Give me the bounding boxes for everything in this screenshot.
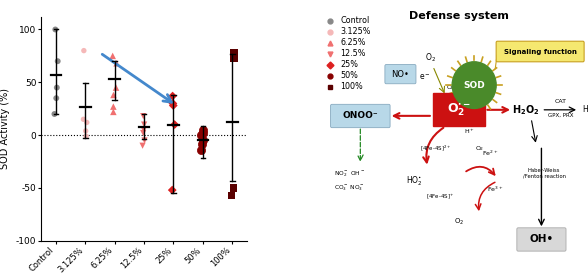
Point xyxy=(196,133,206,137)
Point xyxy=(196,148,206,152)
Legend: Control, 3.125%, 6.25%, 12.5%, 25%, 50%, 100%: Control, 3.125%, 6.25%, 12.5%, 25%, 50%,… xyxy=(322,16,370,92)
FancyBboxPatch shape xyxy=(496,41,584,62)
Point xyxy=(139,128,149,132)
Text: CAT: CAT xyxy=(554,99,566,104)
Point xyxy=(199,138,208,143)
Point xyxy=(140,138,149,143)
Text: H$_2$O: H$_2$O xyxy=(582,104,588,116)
Point xyxy=(52,96,61,101)
Text: Fe$^{2+}$: Fe$^{2+}$ xyxy=(482,149,498,158)
Text: [4Fe-4S]$^{2+}$: [4Fe-4S]$^{2+}$ xyxy=(420,143,451,153)
Text: GPX, PRX: GPX, PRX xyxy=(547,113,573,118)
Point xyxy=(79,117,88,122)
Point xyxy=(168,188,177,192)
Point xyxy=(111,85,121,90)
Point xyxy=(109,110,118,114)
Point xyxy=(199,131,208,135)
Point xyxy=(229,186,238,190)
Text: [4Fe-4S]$^{+}$: [4Fe-4S]$^{+}$ xyxy=(426,193,455,202)
Text: CO$_3^-$ NO$_3^-$: CO$_3^-$ NO$_3^-$ xyxy=(335,183,365,193)
Point xyxy=(112,61,121,66)
Point xyxy=(81,134,91,138)
Text: HO$_2^{\bullet}$: HO$_2^{\bullet}$ xyxy=(406,174,423,188)
FancyBboxPatch shape xyxy=(330,104,390,128)
Point xyxy=(168,101,178,106)
Text: Haber-Weiss
/Fenton reaction: Haber-Weiss /Fenton reaction xyxy=(523,167,566,178)
Text: NO•: NO• xyxy=(392,70,409,79)
Point xyxy=(229,50,239,55)
Text: SOD: SOD xyxy=(463,81,485,90)
Point xyxy=(79,48,89,53)
Point xyxy=(227,193,236,198)
Point xyxy=(229,56,239,60)
Text: ONOO⁻: ONOO⁻ xyxy=(343,111,378,120)
Point xyxy=(52,85,62,90)
Point xyxy=(138,143,147,148)
Text: O$_2$: O$_2$ xyxy=(446,83,456,92)
Bar xyxy=(433,93,485,126)
Point xyxy=(139,114,148,118)
Text: O$_2$: O$_2$ xyxy=(425,52,436,64)
Point xyxy=(198,128,208,132)
Point xyxy=(51,27,60,32)
Point xyxy=(109,93,118,97)
Text: Signaling function: Signaling function xyxy=(504,49,577,55)
Point xyxy=(170,122,179,127)
Point xyxy=(168,94,178,98)
Text: Fe$^{3+}$: Fe$^{3+}$ xyxy=(487,185,503,194)
Text: e$^-$: e$^-$ xyxy=(419,72,431,82)
Point xyxy=(139,122,149,127)
Text: O$_2$: O$_2$ xyxy=(453,217,464,227)
Text: H$^+$: H$^+$ xyxy=(463,127,475,136)
Point xyxy=(82,120,92,125)
Circle shape xyxy=(452,62,496,108)
Point xyxy=(81,129,91,133)
Y-axis label: SOD Activity (%): SOD Activity (%) xyxy=(0,88,10,169)
FancyBboxPatch shape xyxy=(517,228,566,251)
Point xyxy=(53,59,62,63)
Text: NO$_2^-$ OH$^-$: NO$_2^-$ OH$^-$ xyxy=(335,170,366,179)
Text: O$_2$: O$_2$ xyxy=(475,144,484,153)
Text: OH•: OH• xyxy=(529,234,553,244)
Point xyxy=(169,103,178,108)
Text: Defense system: Defense system xyxy=(409,11,509,21)
Point xyxy=(139,131,148,135)
Point xyxy=(50,112,59,116)
FancyBboxPatch shape xyxy=(385,65,416,84)
Point xyxy=(109,104,118,109)
Point xyxy=(197,141,206,146)
Text: $\mathbf{O_2^{\bullet-}}$: $\mathbf{O_2^{\bullet-}}$ xyxy=(446,102,471,118)
Point xyxy=(108,54,118,58)
Text: $\mathbf{H_2O_2}$: $\mathbf{H_2O_2}$ xyxy=(512,103,540,117)
